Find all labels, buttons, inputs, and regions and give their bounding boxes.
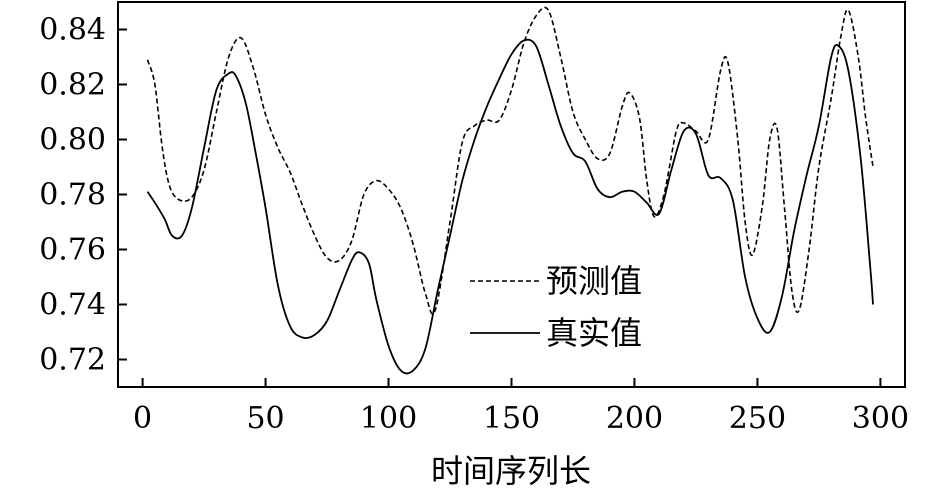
y-axis: 0.72 0.74 0.76 0.78 0.80 0.82 0.84	[39, 13, 127, 378]
y-tick-label: 0.80	[39, 123, 106, 158]
y-tick-label: 0.76	[39, 233, 106, 268]
series-layer	[146, 6, 874, 375]
plot-frame	[117, 1, 906, 388]
x-tick-label: 250	[729, 401, 786, 436]
legend-label: 真实值	[546, 314, 642, 352]
x-tick-label: 150	[483, 401, 540, 436]
y-tick-label: 0.78	[39, 178, 106, 213]
x-tick-label: 0	[133, 401, 152, 436]
y-tick-label: 0.72	[39, 343, 106, 378]
series-line-predicted	[146, 6, 874, 315]
x-tick-label: 300	[852, 401, 909, 436]
legend-label: 预测值	[546, 262, 642, 300]
y-tick-label: 0.84	[39, 13, 106, 48]
series-line-actual	[146, 38, 874, 375]
x-axis: 0 50 100 150 200 250 300	[133, 378, 909, 436]
x-tick-label: 50	[246, 401, 284, 436]
y-tick-label: 0.74	[39, 288, 106, 323]
x-tick-label: 100	[360, 401, 417, 436]
x-axis-title: 时间序列长	[431, 452, 591, 488]
y-tick-label: 0.82	[39, 68, 106, 103]
x-tick-label: 200	[606, 401, 663, 436]
plot-border	[117, 1, 906, 388]
